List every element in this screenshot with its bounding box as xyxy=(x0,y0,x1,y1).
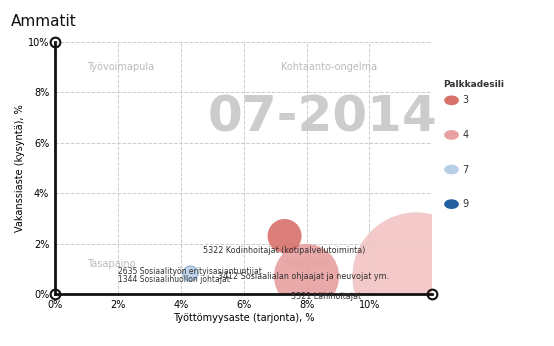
Text: 3412 Sosiaalialan ohjaajat ja neuvojat ym.: 3412 Sosiaalialan ohjaajat ja neuvojat y… xyxy=(218,272,389,281)
Text: 9: 9 xyxy=(463,199,469,209)
Text: 7: 7 xyxy=(463,165,469,174)
Point xyxy=(302,274,311,279)
Text: 5321 Lähihoitajat: 5321 Lähihoitajat xyxy=(291,292,361,301)
Text: Kohtaanto-ongelma: Kohtaanto-ongelma xyxy=(281,62,378,72)
Point xyxy=(186,270,195,275)
Text: 07-2014: 07-2014 xyxy=(207,93,437,141)
Text: 3: 3 xyxy=(463,95,469,105)
Text: 5322 Kodinhoitajat (kotipalvelutoiminta): 5322 Kodinhoitajat (kotipalvelutoiminta) xyxy=(203,246,366,255)
Point xyxy=(280,233,289,239)
X-axis label: Työttömyysaste (tarjonta), %: Työttömyysaste (tarjonta), % xyxy=(173,313,315,323)
Text: 4: 4 xyxy=(463,130,469,140)
Text: Työvoimapula: Työvoimapula xyxy=(87,62,154,72)
Text: Ylitarjonta: Ylitarjonta xyxy=(281,259,331,269)
Text: Tasapaino: Tasapaino xyxy=(87,259,135,269)
Text: 2635 Sosiaalityön erityisasiantuntijat: 2635 Sosiaalityön erityisasiantuntijat xyxy=(118,267,262,276)
Text: Ammatit: Ammatit xyxy=(11,14,77,29)
Text: 1344 Sosiaalihuollon johtajat: 1344 Sosiaalihuollon johtajat xyxy=(118,275,230,284)
Point xyxy=(412,274,421,279)
Y-axis label: Vakanssiaste (kysyntä), %: Vakanssiaste (kysyntä), % xyxy=(15,104,25,232)
Text: Palkkadesili: Palkkadesili xyxy=(443,80,504,89)
